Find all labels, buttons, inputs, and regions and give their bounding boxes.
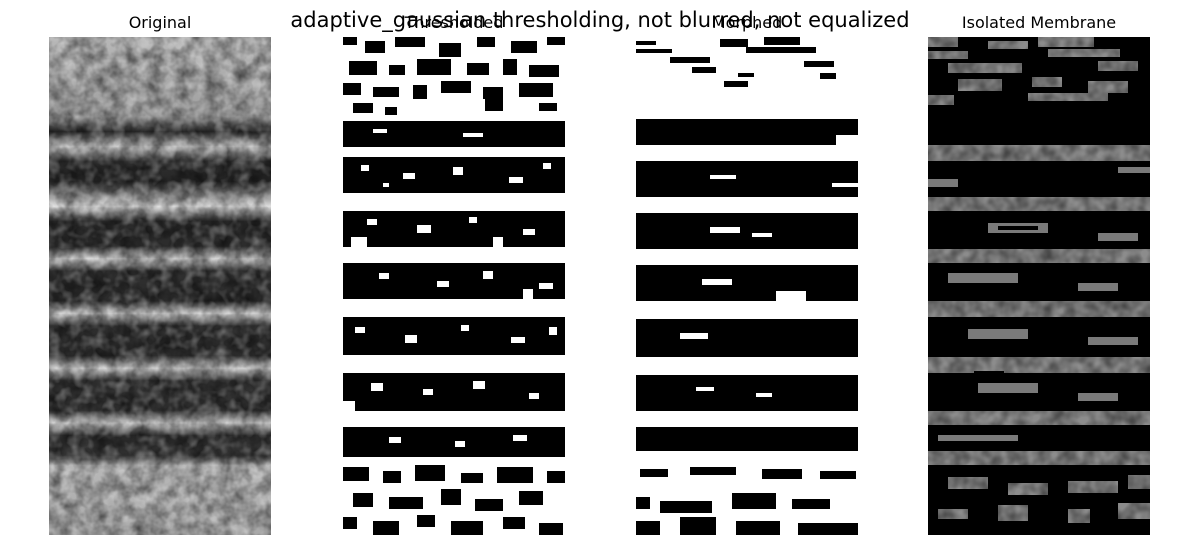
original-image	[49, 37, 271, 535]
thresholded-mask	[343, 37, 565, 535]
panel-title-isolated-membrane: Isolated Membrane	[961, 13, 1117, 32]
panel-title-morphed: Morphed	[711, 13, 783, 32]
panel-title-original: Original	[128, 13, 192, 32]
isolated-membrane-image	[928, 37, 1150, 535]
morphed-mask	[636, 37, 858, 535]
figure-suptitle: adaptive_gaussian thresholding, not blur…	[290, 8, 910, 32]
panel-title-thresholded: Thresholded	[404, 13, 504, 32]
